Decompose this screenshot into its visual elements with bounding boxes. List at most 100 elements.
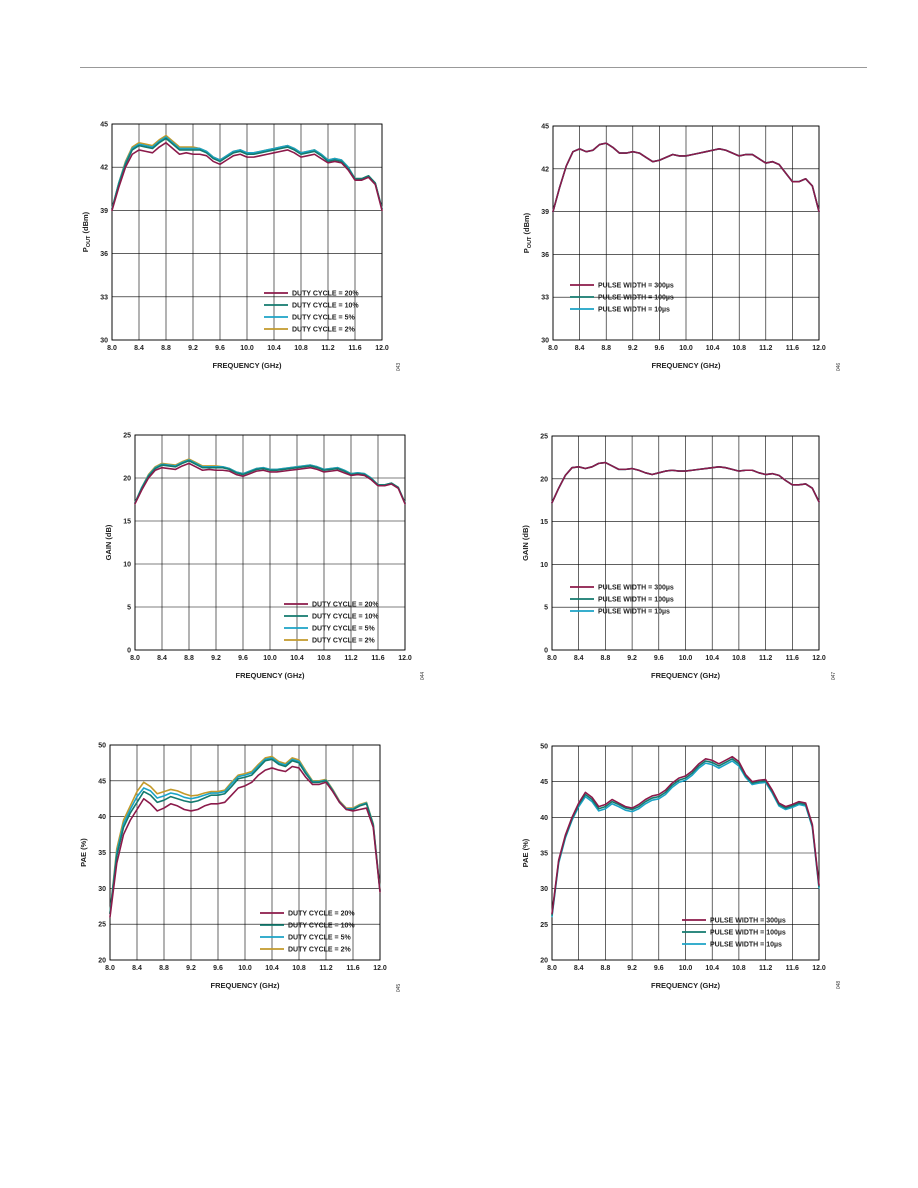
x-tick-label: 9.2	[186, 965, 196, 972]
x-tick-label: 8.4	[157, 655, 167, 662]
y-tick-label: 39	[100, 208, 108, 215]
x-tick-label: 9.2	[628, 345, 638, 352]
chart-4: 8.0 8.4 8.8 9.2 9.6 10.0 10.4 10.8 11.2 11.6 12.0 0…	[521, 434, 837, 681]
x-tick-label: 9.2	[188, 345, 198, 352]
legend-label: PULSE WIDTH = 10µs	[710, 942, 782, 949]
legend-label: PULSE WIDTH = 10µs	[598, 307, 670, 314]
y-tick-label: 33	[100, 294, 108, 301]
y-tick-label: 39	[541, 209, 549, 216]
y-axis-label: GAIN (dB)	[104, 524, 113, 560]
y-tick-label: 15	[123, 519, 131, 526]
x-tick-label: 8.4	[575, 345, 585, 352]
y-tick-label: 40	[98, 814, 106, 821]
x-tick-label: 8.8	[159, 965, 169, 972]
y-axis-label: POUT (dBm)	[81, 211, 92, 252]
x-tick-label: 11.2	[344, 655, 357, 662]
x-tick-label: 9.6	[654, 965, 664, 972]
x-tick-label: 9.6	[215, 345, 225, 352]
x-tick-label: 10.8	[317, 655, 331, 662]
x-tick-label: 9.2	[627, 965, 637, 972]
y-tick-label: 33	[541, 295, 549, 302]
x-tick-label: 10.8	[732, 345, 746, 352]
x-tick-label: 11.6	[346, 965, 359, 972]
chart-2: 8.0 8.4 8.8 9.2 9.6 10.0 10.4 10.8 11.2 11.6 12.0 3…	[522, 124, 842, 372]
y-tick-label: 10	[123, 562, 131, 569]
x-tick-label: 10.8	[292, 965, 306, 972]
x-tick-label: 10.4	[705, 965, 719, 972]
y-tick-label: 50	[98, 743, 106, 750]
x-tick-label: 10.8	[732, 655, 746, 662]
y-tick-label: 35	[540, 851, 548, 858]
y-tick-label: 20	[98, 958, 106, 965]
series-line	[134, 459, 406, 504]
x-tick-label: 10.0	[679, 345, 693, 352]
series-line	[109, 765, 381, 918]
legend-label: DUTY CYCLE = 20%	[292, 291, 359, 298]
y-tick-label: 45	[540, 779, 548, 786]
legend-label: DUTY CYCLE = 10%	[292, 303, 359, 310]
series-line	[111, 141, 383, 212]
legend-label: DUTY CYCLE = 20%	[312, 602, 379, 609]
y-tick-label: 20	[123, 476, 131, 483]
legend-label: DUTY CYCLE = 2%	[292, 327, 355, 334]
x-tick-label: 11.6	[348, 345, 361, 352]
y-tick-label: 20	[540, 958, 548, 965]
x-tick-label: 8.4	[574, 655, 584, 662]
y-tick-label: 25	[540, 434, 548, 441]
page-header-rule	[80, 67, 867, 68]
legend-label: PULSE WIDTH = 100µs	[710, 930, 786, 937]
figure-code: 046	[836, 363, 842, 372]
legend-label: PULSE WIDTH = 100µs	[598, 597, 674, 604]
y-tick-label: 45	[541, 124, 549, 131]
x-tick-label: 10.4	[290, 655, 304, 662]
series-line	[111, 136, 383, 210]
x-tick-label: 9.6	[213, 965, 223, 972]
plot-frame	[109, 744, 381, 961]
y-tick-label: 30	[540, 886, 548, 893]
x-tick-label: 8.0	[130, 655, 140, 662]
y-tick-label: 25	[98, 922, 106, 929]
legend-label: DUTY CYCLE = 5%	[288, 935, 351, 942]
y-tick-label: 5	[127, 605, 131, 612]
y-tick-label: 30	[100, 338, 108, 345]
x-tick-label: 11.2	[321, 345, 334, 352]
x-tick-label: 12.0	[812, 655, 826, 662]
chart-1: 8.0 8.4 8.8 9.2 9.6 10.0 10.4 10.8 11.2 11.6 12.0 3…	[81, 122, 402, 372]
x-tick-label: 12.0	[812, 965, 826, 972]
x-tick-label: 11.2	[759, 345, 772, 352]
y-tick-label: 30	[98, 886, 106, 893]
x-tick-label: 10.8	[732, 965, 746, 972]
y-tick-label: 50	[540, 744, 548, 751]
chart-5: 8.0 8.4 8.8 9.2 9.6 10.0 10.4 10.8 11.2 11.6 12.0 2…	[79, 743, 402, 993]
y-axis-label: GAIN (dB)	[521, 525, 530, 561]
figure-code: 048	[836, 981, 842, 990]
legend-label: DUTY CYCLE = 2%	[288, 947, 351, 954]
x-tick-label: 8.0	[547, 655, 557, 662]
legend-label: PULSE WIDTH = 10µs	[598, 609, 670, 616]
x-tick-label: 9.2	[211, 655, 221, 662]
series-line	[551, 755, 820, 915]
x-tick-label: 10.4	[706, 345, 720, 352]
x-axis-label: FREQUENCY (GHz)	[212, 361, 282, 370]
plot-frame	[111, 123, 383, 341]
y-tick-label: 10	[540, 562, 548, 569]
chart-6: 8.0 8.4 8.8 9.2 9.6 10.0 10.4 10.8 11.2 11.6 12.0 2…	[521, 744, 842, 991]
x-tick-label: 10.4	[267, 345, 281, 352]
x-axis-label: FREQUENCY (GHz)	[235, 671, 305, 680]
x-tick-label: 8.0	[107, 345, 117, 352]
x-axis-label: FREQUENCY (GHz)	[651, 671, 721, 680]
legend-label: DUTY CYCLE = 10%	[288, 923, 355, 930]
y-tick-label: 36	[541, 252, 549, 259]
y-axis-label: POUT (dBm)	[522, 212, 533, 253]
legend-label: PULSE WIDTH = 300µs	[598, 283, 674, 290]
legend-label: DUTY CYCLE = 2%	[312, 638, 375, 645]
x-tick-label: 8.8	[161, 345, 171, 352]
x-tick-label: 9.2	[627, 655, 637, 662]
x-tick-label: 10.0	[240, 345, 254, 352]
legend-label: PULSE WIDTH = 100µs	[598, 295, 674, 302]
y-tick-label: 45	[98, 778, 106, 785]
x-tick-label: 11.6	[786, 655, 799, 662]
y-tick-label: 42	[541, 166, 549, 173]
plot-frame	[551, 435, 820, 651]
chart-3: 8.0 8.4 8.8 9.2 9.6 10.0 10.4 10.8 11.2 11.6 12.0 0…	[104, 433, 426, 681]
